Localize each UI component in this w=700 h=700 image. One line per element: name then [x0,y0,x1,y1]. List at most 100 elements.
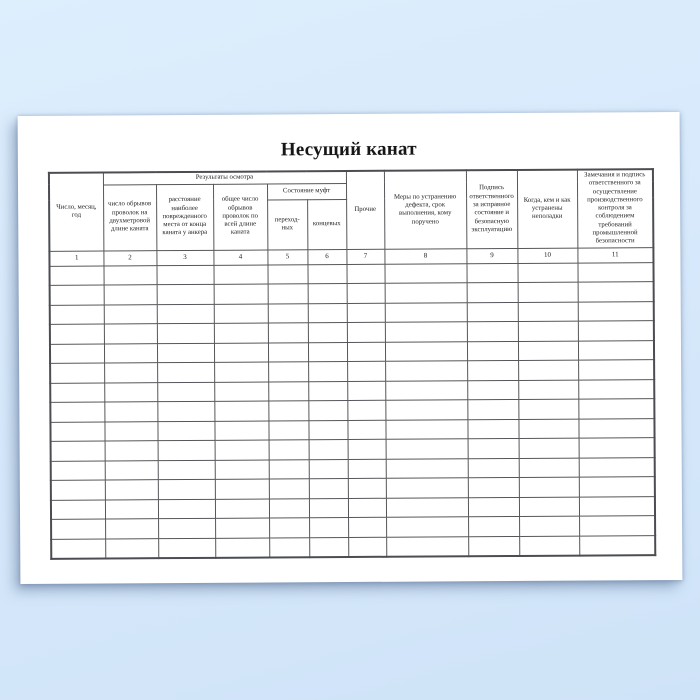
empty-cell [214,381,269,402]
empty-cell [50,363,105,383]
empty-cell [347,458,386,479]
empty-cell [308,459,348,479]
empty-cell [156,284,214,305]
empty-cell [214,401,269,421]
col-header-transition-couplings: переход- ных [267,199,308,250]
column-number-cell: 11 [577,247,654,263]
empty-cell [267,342,309,363]
empty-cell [518,379,579,400]
empty-cell [577,301,654,322]
empty-cell [50,421,105,442]
empty-cell [214,420,269,441]
col-header-other: Прочие [345,170,385,250]
empty-cell [578,476,655,497]
empty-cell [268,478,309,499]
table-header: Число, месяц, год Результаты осмотра Про… [48,169,654,266]
empty-cell [308,400,348,421]
empty-cell [268,498,310,519]
empty-cell [267,283,308,304]
empty-cell [157,362,215,383]
column-number-cell: 7 [346,248,385,265]
empty-cell [518,438,579,459]
empty-cell [467,497,520,517]
empty-cell [215,518,270,538]
empty-cell [577,281,654,302]
empty-cell [103,323,157,344]
rope-inspection-log-table: Число, месяц, год Результаты осмотра Про… [47,168,657,560]
empty-cell [307,283,347,304]
col-header-damage-distance: расстояние наиболее поврежденного места … [155,183,214,251]
empty-cell [51,519,106,539]
col-header-when-fixed: Когда, кем и как устранены неполадки [516,169,578,249]
empty-cell [104,479,158,500]
empty-cell [157,479,215,500]
empty-cell [308,420,348,440]
empty-cell [104,440,158,461]
empty-cell [578,398,655,419]
empty-cell [157,440,215,461]
empty-cell [518,418,579,439]
empty-cell [467,419,519,439]
empty-cell [267,264,308,285]
empty-cell [49,265,104,286]
empty-cell [518,399,579,420]
empty-cell [517,262,578,283]
empty-cell [467,477,519,498]
empty-cell [468,536,520,556]
empty-cell [105,518,159,539]
empty-cell [517,301,578,322]
empty-cell [104,421,158,442]
empty-cell [104,460,158,481]
empty-cell [213,323,268,343]
column-number-cell: 2 [103,250,157,266]
empty-cell [385,399,468,420]
col-header-defect-measures: Меры по устранению дефекта, срок выполне… [383,170,467,249]
empty-cell [347,341,386,362]
column-number-cell: 9 [466,248,518,264]
empty-cell [104,362,158,383]
empty-cell [157,420,215,441]
empty-cell [267,322,308,343]
empty-cell [347,419,386,440]
empty-cell [346,322,386,343]
empty-cell [466,263,518,283]
empty-cell [158,537,216,558]
empty-cell [50,441,105,461]
document-title: Несущий канат [280,138,417,161]
empty-cell [467,380,519,400]
empty-cell [385,458,468,479]
empty-cell [104,499,159,520]
empty-cell [268,420,309,441]
empty-cell [49,285,104,305]
empty-cell [103,304,157,325]
empty-cell [268,361,309,382]
empty-cell [49,324,104,344]
empty-cell [384,302,467,323]
empty-cell [578,340,655,361]
empty-cell [103,284,157,305]
empty-cell [347,478,386,499]
col-header-end-couplings: концевых [307,199,347,250]
empty-cell [214,479,269,499]
empty-cell [104,382,158,403]
empty-cell [309,537,349,557]
empty-cell [466,302,518,322]
empty-cell [386,536,469,557]
empty-cell [468,516,520,537]
column-number-cell: 10 [517,247,578,264]
column-number-cell: 5 [267,249,308,265]
empty-cell [466,321,519,342]
empty-cell [269,537,310,558]
empty-cell [579,535,656,556]
empty-cell [347,400,386,421]
empty-cell [213,264,268,285]
empty-cell [214,440,269,460]
empty-cell [49,304,104,325]
empty-cell [384,321,468,342]
empty-cell [578,457,655,478]
col-header-wire-breaks-2m: число обрывов проволок на двухметровой д… [102,184,157,251]
empty-cell [214,498,270,519]
empty-cell [308,439,348,460]
empty-cell [268,400,309,421]
